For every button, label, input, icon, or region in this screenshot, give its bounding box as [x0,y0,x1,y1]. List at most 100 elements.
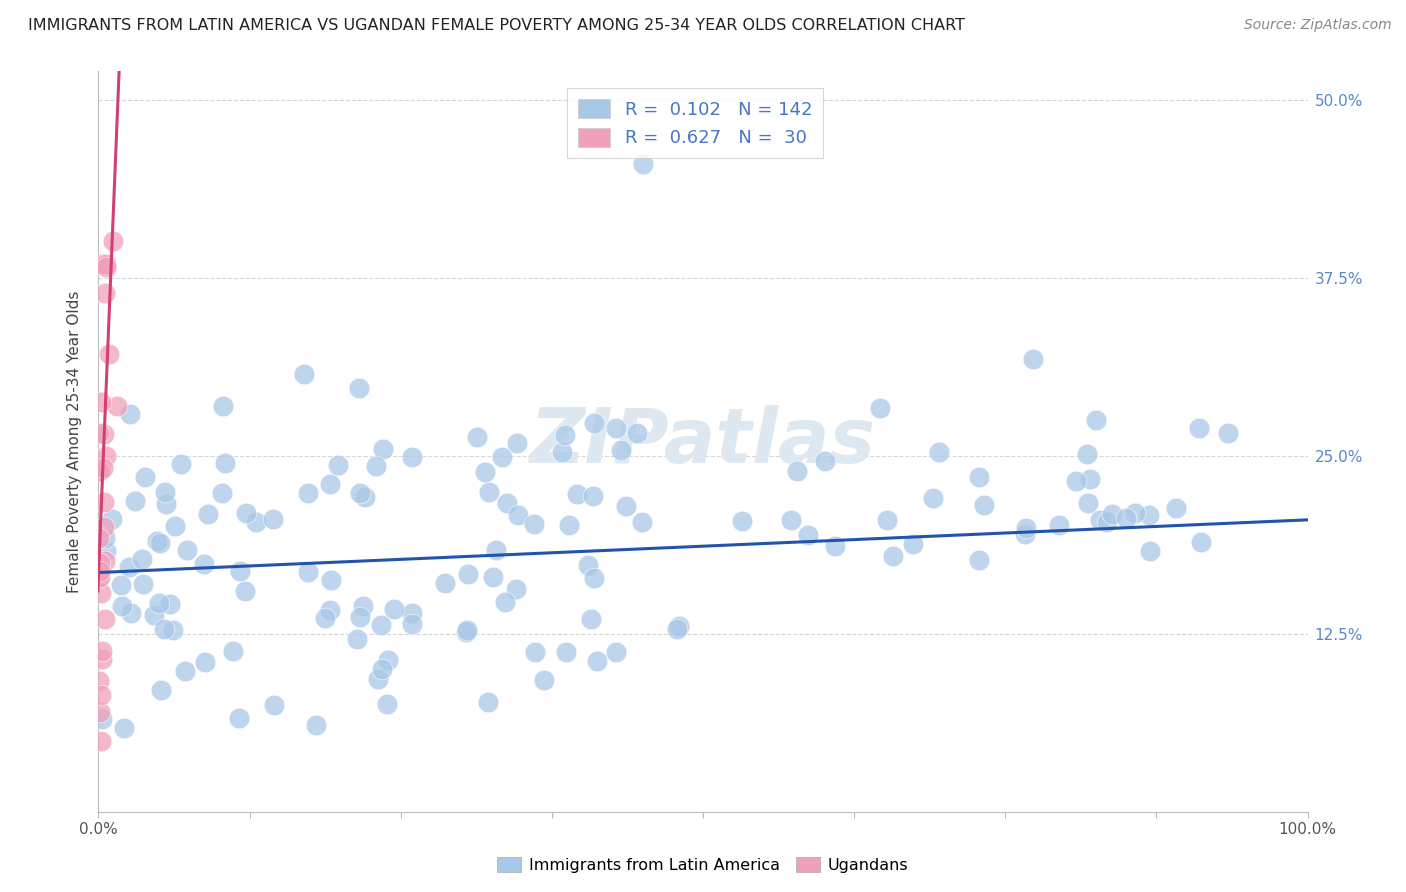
Point [292,367,315,381]
Point [484,543,506,558]
Point [1216,426,1239,441]
Point [111,599,134,613]
Point [211,399,233,413]
Point [506,508,529,522]
Point [505,582,527,596]
Point [1188,421,1211,435]
Point [797,528,820,542]
Point [1076,447,1098,461]
Point [605,421,627,435]
Point [882,549,904,563]
Point [524,645,547,659]
Point [583,571,606,585]
Point [152,622,174,636]
Point [482,570,505,584]
Point [97,346,120,360]
Point [1014,526,1036,541]
Point [554,428,576,442]
Y-axis label: Female Poverty Among 25-34 Year Olds: Female Poverty Among 25-34 Year Olds [67,291,83,592]
Point [1085,413,1108,427]
Point [87,569,110,583]
Point [605,645,627,659]
Point [105,399,128,413]
Point [112,721,135,735]
Point [1078,471,1101,485]
Point [554,645,576,659]
Point [477,695,499,709]
Point [173,664,195,678]
Point [165,519,187,533]
Point [631,157,654,171]
Point [89,705,111,719]
Point [814,454,837,468]
Point [614,499,637,513]
Point [551,445,574,459]
Point [565,487,588,501]
Point [93,461,115,475]
Point [229,564,252,578]
Point [263,698,285,713]
Point [347,381,370,395]
Point [93,519,115,533]
Point [148,596,170,610]
Point [94,544,117,558]
Point [143,607,166,622]
Point [824,539,846,553]
Point [474,466,496,480]
Point [354,490,377,504]
Point [155,497,177,511]
Point [382,602,405,616]
Point [155,484,177,499]
Point [87,464,110,478]
Point [786,464,808,478]
Point [89,531,111,545]
Point [1022,351,1045,366]
Point [94,554,117,568]
Point [211,485,233,500]
Text: IMMIGRANTS FROM LATIN AMERICA VS UGANDAN FEMALE POVERTY AMONG 25-34 YEAR OLDS CO: IMMIGRANTS FROM LATIN AMERICA VS UGANDAN… [28,18,965,33]
Point [262,512,284,526]
Point [118,407,141,421]
Point [1164,501,1187,516]
Point [159,597,181,611]
Point [1095,515,1118,529]
Point [457,567,479,582]
Text: ZIPatlas: ZIPatlas [530,405,876,478]
Point [349,485,371,500]
Point [319,602,342,616]
Point [214,456,236,470]
Point [364,458,387,473]
Point [197,508,219,522]
Point [90,643,112,657]
Point [87,426,110,441]
Point [326,458,349,472]
Point [94,450,117,464]
Point [89,464,111,478]
Legend: Immigrants from Latin America, Ugandans: Immigrants from Latin America, Ugandans [491,851,915,880]
Point [305,718,328,732]
Point [780,513,803,527]
Point [401,617,423,632]
Legend: R =  0.102   N = 142, R =  0.627   N =  30: R = 0.102 N = 142, R = 0.627 N = 30 [567,87,823,158]
Point [1047,518,1070,533]
Point [93,495,115,509]
Point [401,607,423,621]
Point [131,551,153,566]
Point [150,683,173,698]
Point [576,558,599,572]
Point [370,618,392,632]
Point [928,444,950,458]
Point [89,564,111,578]
Point [89,674,111,689]
Point [162,624,184,638]
Point [478,484,501,499]
Point [454,625,477,640]
Point [91,256,114,270]
Point [1139,508,1161,523]
Point [665,622,688,636]
Point [90,395,112,409]
Point [245,516,267,530]
Point [973,498,995,512]
Point [118,560,141,574]
Point [120,607,142,621]
